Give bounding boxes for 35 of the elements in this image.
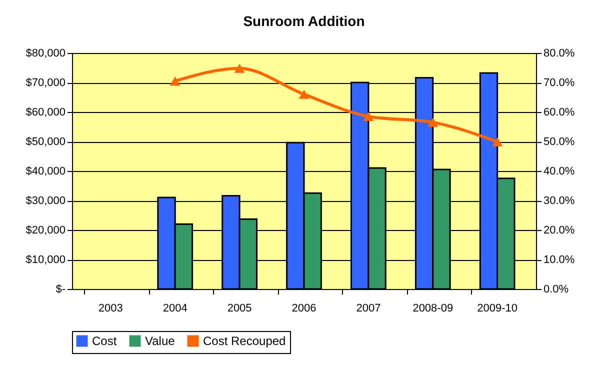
y2-tick-label: 70.0%: [544, 77, 575, 89]
point: [492, 137, 503, 146]
y2-tick-label: 60.0%: [544, 106, 575, 118]
chart-title: Sunroom Addition: [243, 13, 365, 29]
y-tick-label: $20,000: [26, 224, 66, 236]
x-tick-label: 2006: [292, 302, 316, 314]
x-tick-label: 2007: [356, 302, 381, 314]
y-tick-label: $60,000: [26, 106, 66, 118]
y2-tick-label: 0.0%: [544, 284, 569, 296]
y-tick-label: $30,000: [26, 195, 66, 207]
y-tick-label: $70,000: [26, 77, 66, 89]
y-tick-label: $-: [56, 284, 66, 296]
x-tick-label: 2008-09: [412, 302, 454, 314]
y2-tick-label: 80.0%: [544, 48, 575, 60]
y-tick-label: $50,000: [26, 136, 66, 148]
point: [298, 90, 310, 99]
y-tick-label: $80,000: [26, 48, 66, 60]
x-tick-label: 2009-10: [477, 302, 518, 314]
legend-label: Value: [145, 334, 176, 348]
point: [234, 64, 245, 73]
legend-label: Cost Recouped: [203, 334, 286, 348]
y2-tick-label: 30.0%: [544, 195, 575, 207]
x-tick-label: 2005: [227, 302, 252, 314]
x-tick-label: 2003: [98, 302, 123, 314]
y2-tick-label: 40.0%: [544, 166, 575, 178]
y2-tick-label: 20.0%: [544, 224, 575, 236]
point: [428, 118, 438, 127]
point: [363, 112, 374, 121]
y-tick-label: $40,000: [26, 166, 66, 178]
point: [170, 76, 180, 86]
y-tick-label: $10,000: [26, 254, 66, 266]
y2-tick-label: 50.0%: [544, 136, 575, 148]
y2-tick-label: 10.0%: [544, 254, 575, 266]
x-tick-label: 2004: [162, 302, 188, 314]
legend-label: Cost: [92, 334, 118, 348]
